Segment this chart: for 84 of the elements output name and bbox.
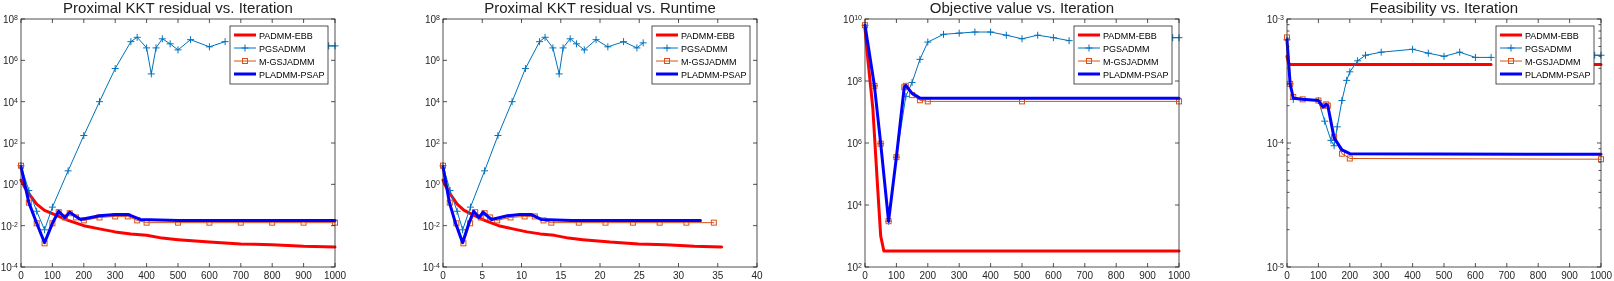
x-tick-label: 300 — [950, 270, 968, 281]
x-tick-label: 0 — [440, 270, 447, 281]
x-tick-label: 20 — [594, 270, 606, 281]
x-tick-label: 35 — [712, 270, 724, 281]
x-tick-label: 700 — [232, 270, 250, 281]
x-tick-label: 500 — [1435, 270, 1453, 281]
x-tick-label: 100 — [44, 270, 62, 281]
x-tick-label: 0 — [862, 270, 869, 281]
x-tick-label: 900 — [1561, 270, 1579, 281]
y-tick-label: 10$^{-4}$ — [1266, 137, 1285, 149]
x-tick-label: 400 — [982, 270, 1000, 281]
y-tick-label: 10$^{6}$ — [846, 137, 863, 149]
y-tick-label: 10$^{4}$ — [846, 199, 863, 211]
x-tick-label: 800 — [1107, 270, 1125, 281]
y-tick-label: 10$^{2}$ — [2, 137, 19, 149]
x-tick-label: 40 — [751, 270, 763, 281]
x-tick-label: 15 — [555, 270, 567, 281]
x-tick-label: 500 — [1013, 270, 1031, 281]
x-tick-label: 700 — [1076, 270, 1094, 281]
x-tick-label: 600 — [1467, 270, 1485, 281]
x-tick-label: 5 — [479, 270, 486, 281]
y-tick-label: 10$^{8}$ — [846, 75, 863, 87]
legend-label: PLADMM-PSAP — [1103, 69, 1169, 80]
legend-label: M-GSJADMM — [681, 56, 737, 67]
chart-title: Feasibility vs. Iteration — [1369, 0, 1519, 16]
x-tick-label: 0 — [18, 270, 25, 281]
x-tick-label: 0 — [1284, 270, 1291, 281]
legend-label: PGSADMM — [1103, 43, 1150, 54]
y-tick-label: 10$^{10}$ — [843, 13, 863, 25]
legend-label: M-GSJADMM — [1103, 56, 1159, 67]
legend-label: PLADMM-PSAP — [1525, 69, 1591, 80]
chart-title: Proximal KKT residual vs. Iteration — [63, 0, 293, 16]
x-tick-label: 10 — [515, 270, 528, 281]
chart-title: Objective value vs. Iteration — [929, 0, 1115, 16]
y-tick-label: 10$^{6}$ — [2, 54, 19, 67]
y-tick-label: 10$^{-2}$ — [0, 220, 19, 232]
legend-label: PLADMM-PSAP — [681, 69, 747, 80]
x-tick-label: 1000 — [323, 270, 347, 281]
x-tick-label: 100 — [888, 270, 906, 281]
x-tick-label: 100 — [1310, 270, 1328, 281]
legend-label: PADMM-EBB — [1103, 30, 1157, 41]
x-tick-label: 300 — [106, 270, 124, 281]
x-tick-label: 200 — [75, 270, 93, 281]
x-tick-label: 25 — [633, 270, 646, 281]
x-tick-label: 200 — [919, 270, 937, 281]
x-tick-label: 500 — [169, 270, 187, 281]
x-tick-label: 800 — [263, 270, 281, 281]
x-tick-label: 30 — [672, 270, 685, 281]
y-tick-label: 10$^{4}$ — [2, 96, 19, 108]
y-tick-label: 10$^{0}$ — [2, 178, 19, 191]
x-tick-label: 600 — [1045, 270, 1063, 281]
x-tick-label: 400 — [1404, 270, 1422, 281]
x-tick-label: 300 — [1372, 270, 1390, 281]
y-tick-label: 10$^{-2}$ — [422, 220, 441, 232]
x-tick-label: 600 — [201, 270, 219, 281]
chart-title: Proximal KKT residual vs. Runtime — [484, 0, 716, 16]
y-tick-label: 10$^{-5}$ — [1266, 261, 1285, 273]
legend-label: M-GSJADMM — [259, 56, 315, 67]
legend-label: M-GSJADMM — [1525, 56, 1581, 67]
legend-label: PGSADMM — [681, 43, 728, 54]
y-tick-label: 10$^{6}$ — [424, 54, 441, 67]
y-tick-label: 10$^{8}$ — [2, 13, 19, 25]
y-tick-label: 10$^{2}$ — [846, 261, 863, 273]
x-tick-label: 900 — [295, 270, 313, 281]
y-tick-label: 10$^{-4}$ — [422, 261, 441, 273]
y-tick-label: 10$^{8}$ — [424, 13, 441, 25]
legend-label: PGSADMM — [1525, 43, 1572, 54]
y-tick-label: 10$^{4}$ — [424, 96, 441, 108]
y-tick-label: 10$^{-4}$ — [0, 261, 19, 273]
legend-label: PADMM-EBB — [259, 30, 313, 41]
x-tick-label: 700 — [1498, 270, 1516, 281]
legend-label: PLADMM-PSAP — [259, 69, 325, 80]
y-tick-label: 10$^{2}$ — [424, 137, 441, 149]
legend-label: PGSADMM — [259, 43, 306, 54]
x-tick-label: 1000 — [1589, 270, 1613, 281]
x-tick-label: 400 — [138, 270, 156, 281]
x-tick-label: 200 — [1341, 270, 1359, 281]
legend-label: PADMM-EBB — [681, 30, 735, 41]
x-tick-label: 800 — [1529, 270, 1547, 281]
x-tick-label: 900 — [1139, 270, 1157, 281]
y-tick-label: 10$^{0}$ — [424, 178, 441, 191]
legend-label: PADMM-EBB — [1525, 30, 1579, 41]
x-tick-label: 1000 — [1167, 270, 1191, 281]
y-tick-label: 10$^{-3}$ — [1266, 13, 1285, 25]
